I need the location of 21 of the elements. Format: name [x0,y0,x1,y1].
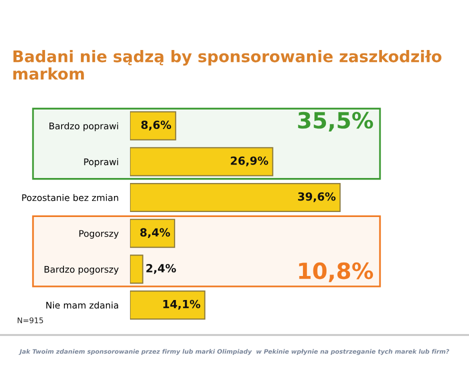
y-tick-label: Poprawi [84,158,118,167]
bar [130,290,206,320]
y-tick-label: Pozostanie bez zmian [22,194,118,202]
band-label: 10,8% [299,262,374,282]
data-label: 8,4% [140,228,170,238]
bar [130,218,176,248]
y-tick-label: Nie mam zdania [46,302,118,309]
y-tick-label: Pogorszy [79,230,119,239]
band-label: 35,5% [298,112,374,132]
bar [130,254,144,284]
data-label: 8,6% [141,120,172,130]
data-label: 26,9% [230,156,268,166]
y-tick-label: Bardzo pogorszy [44,266,119,274]
data-label: 2,4% [146,264,176,274]
data-label: 14,1% [163,300,200,310]
chart-title: Badani nie sądzą by sponsorowanie zaszkodziło markom [13,50,442,80]
bar [130,111,176,140]
bar [130,147,274,176]
bar [130,182,341,212]
y-tick-label: Bardzo poprawi [50,122,118,132]
data-label: 39,6% [298,192,336,202]
